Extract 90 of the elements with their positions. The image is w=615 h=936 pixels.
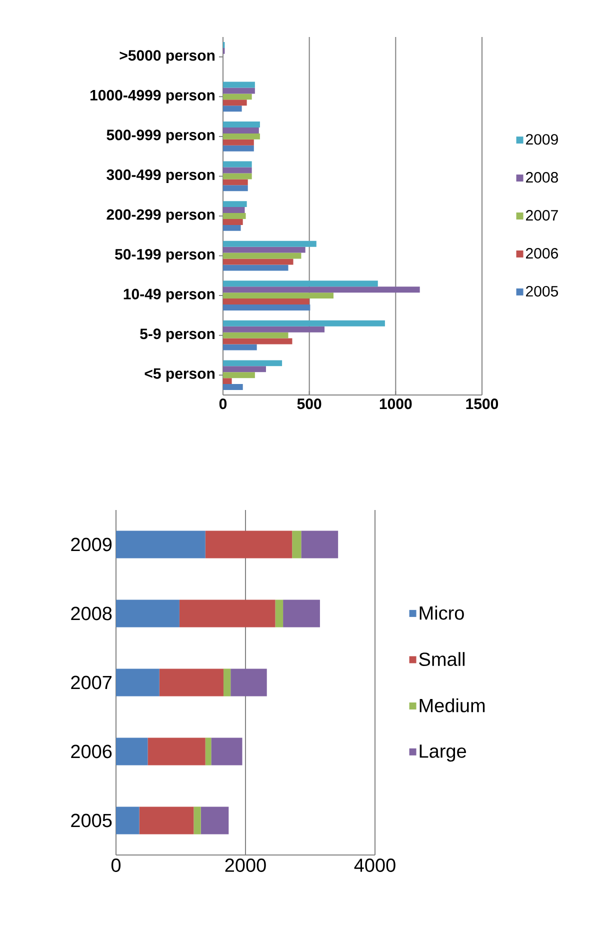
bar [116, 600, 180, 628]
bar [222, 360, 282, 366]
bar [222, 280, 378, 287]
bar [222, 213, 246, 219]
bar [222, 127, 259, 134]
bar [222, 378, 232, 384]
bar [222, 218, 243, 225]
bar [283, 600, 320, 628]
bar [222, 82, 255, 88]
bar [222, 292, 334, 299]
bar [222, 207, 245, 214]
bar [222, 161, 252, 168]
y-tick-label: 2009 [71, 538, 112, 552]
bar [222, 224, 241, 231]
bar [222, 258, 294, 265]
legend-label: 2008 [526, 172, 558, 183]
bar [222, 320, 385, 326]
bar [222, 88, 255, 94]
bar [222, 304, 310, 310]
bar [222, 286, 420, 293]
bar [116, 738, 148, 766]
bar [222, 240, 316, 247]
bar [222, 338, 292, 344]
x-tick-label: 4000 [354, 858, 396, 872]
bar [222, 384, 243, 390]
bar [222, 185, 248, 192]
y-tick-label: 2007 [71, 676, 112, 690]
y-tick-label: 10-49 person [124, 288, 215, 302]
bar [222, 201, 247, 208]
bar [222, 122, 260, 128]
legend-label: Medium [420, 698, 485, 712]
bar [222, 252, 302, 259]
bar [159, 668, 224, 696]
y-tick-label: 500-999 person [106, 130, 215, 144]
legend-label: 2009 [526, 134, 558, 145]
y-tick-label: 5-9 person [140, 328, 215, 342]
bar [222, 344, 257, 350]
y-tick-label: <5 person [144, 368, 215, 382]
bar [205, 530, 292, 558]
x-tick-label: 2000 [225, 858, 266, 872]
legend-label: 2006 [526, 248, 558, 259]
y-tick-label: >5000 person [120, 50, 215, 64]
legend-label: Large [420, 744, 466, 762]
bar [222, 179, 248, 186]
y-tick-label: 1000-4999 person [90, 90, 214, 104]
bar [301, 530, 338, 558]
y-tick-label: 2008 [71, 606, 112, 620]
bar [116, 806, 140, 834]
bar [292, 530, 302, 558]
legend-label: 2007 [526, 210, 558, 221]
bar [222, 173, 252, 180]
x-tick-label: 0 [219, 398, 227, 410]
bar [222, 94, 252, 100]
bar [222, 298, 310, 304]
bar [116, 530, 206, 558]
bar [222, 246, 306, 253]
bar [222, 145, 254, 152]
bar [222, 106, 242, 112]
bar [211, 738, 242, 766]
y-tick-label: 50-199 person [115, 248, 215, 263]
y-tick-label: 2006 [71, 744, 112, 758]
x-tick-label: 1500 [466, 398, 498, 410]
legend-label: Micro [420, 606, 464, 620]
bar [222, 100, 247, 106]
x-tick-label: 0 [111, 858, 121, 872]
y-tick-label: 300-499 person [106, 169, 215, 184]
y-tick-label: 2005 [71, 814, 112, 828]
bar [139, 806, 194, 834]
bar [222, 133, 260, 140]
bar [222, 167, 252, 174]
x-tick-label: 500 [297, 398, 322, 410]
bar [223, 668, 231, 696]
bar [179, 600, 276, 628]
bar [116, 668, 160, 696]
bar [148, 738, 206, 766]
bar [230, 668, 267, 696]
legend-label: 2005 [526, 286, 558, 297]
bar [222, 332, 288, 338]
legend-label: Small [419, 652, 464, 666]
bar [222, 326, 325, 332]
x-tick-label: 1000 [380, 398, 412, 410]
bar [222, 139, 254, 146]
bar [194, 806, 201, 834]
bar [205, 738, 212, 766]
bar [275, 600, 284, 628]
bar [222, 372, 255, 378]
bar [222, 366, 266, 372]
bar [200, 806, 229, 834]
bar [222, 264, 288, 271]
y-tick-label: 200-299 person [106, 209, 215, 223]
